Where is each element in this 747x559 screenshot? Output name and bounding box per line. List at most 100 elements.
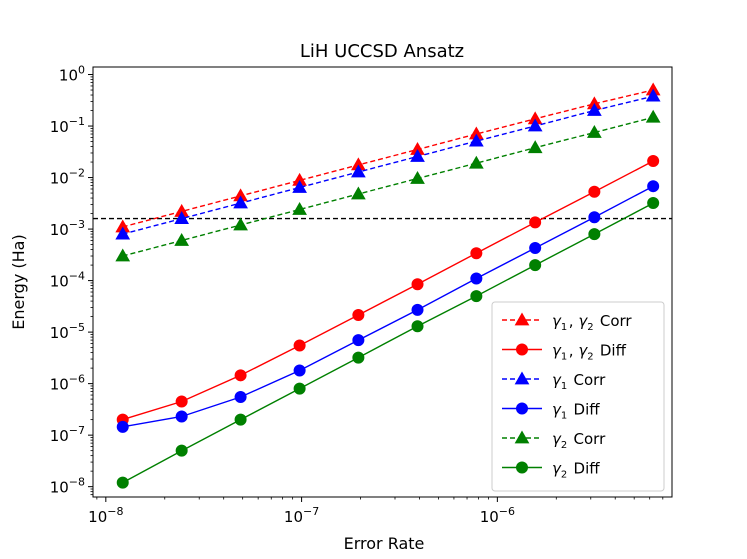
y-tick-base: 10 bbox=[50, 221, 69, 239]
data-point bbox=[529, 259, 542, 272]
legend-symbol: γ bbox=[552, 430, 562, 448]
legend-text: Diff bbox=[569, 401, 600, 419]
data-point bbox=[529, 216, 542, 229]
legend-label: γ2 Corr bbox=[552, 430, 606, 451]
series--1-diff bbox=[116, 180, 660, 433]
legend-subscript: 2 bbox=[587, 352, 593, 363]
data-point bbox=[647, 180, 660, 193]
x-tick-exponent: −8 bbox=[107, 505, 123, 518]
data-point bbox=[588, 228, 601, 241]
legend-marker bbox=[514, 371, 530, 385]
legend-text: , bbox=[569, 342, 579, 360]
data-point bbox=[116, 476, 129, 489]
legend-symbol: γ bbox=[552, 371, 562, 389]
data-point bbox=[234, 391, 247, 404]
series-line bbox=[122, 202, 654, 484]
legend-label: γ1 Corr bbox=[552, 371, 606, 392]
series-line bbox=[122, 160, 654, 421]
legend-text: Corr bbox=[569, 430, 606, 448]
data-point bbox=[588, 211, 601, 224]
legend-symbol: γ bbox=[552, 312, 562, 330]
y-tick-label: 100 bbox=[59, 64, 85, 85]
data-point bbox=[175, 444, 188, 457]
data-point bbox=[527, 140, 543, 154]
data-point bbox=[115, 226, 131, 240]
data-point bbox=[587, 124, 602, 138]
data-point bbox=[234, 369, 247, 382]
data-point bbox=[410, 170, 425, 184]
legend-label: γ1 , γ2 Diff bbox=[552, 342, 627, 363]
data-point bbox=[174, 232, 190, 246]
y-tick-label: 10−7 bbox=[50, 424, 85, 445]
data-point bbox=[116, 420, 129, 433]
y-tick-exponent: −5 bbox=[69, 321, 85, 334]
data-point bbox=[352, 334, 365, 347]
legend-label: γ1 Diff bbox=[552, 401, 600, 422]
series--2-corr bbox=[115, 109, 661, 262]
data-point bbox=[293, 382, 306, 395]
legend-subscript: 2 bbox=[561, 440, 567, 451]
y-tick-exponent: 0 bbox=[78, 64, 85, 77]
x-tick-label: 10−6 bbox=[480, 505, 515, 526]
x-tick-exponent: −7 bbox=[303, 505, 319, 518]
axes: 10−8 10−7 10−610−810−710−610−510−410−310−2… bbox=[50, 64, 664, 526]
y-tick-exponent: −2 bbox=[69, 167, 85, 180]
data-point bbox=[352, 351, 365, 364]
y-tick-label: 10−3 bbox=[50, 218, 85, 239]
y-tick-label: 10−5 bbox=[50, 321, 85, 342]
series--1-corr bbox=[115, 88, 661, 240]
data-point bbox=[410, 149, 425, 162]
x-tick-exponent: −6 bbox=[499, 505, 515, 518]
y-tick-base: 10 bbox=[59, 67, 78, 85]
legend-text: , bbox=[569, 312, 579, 330]
data-point bbox=[292, 201, 307, 215]
data-point bbox=[175, 410, 188, 423]
data-point bbox=[293, 364, 306, 377]
data-point bbox=[529, 241, 542, 254]
data-point bbox=[645, 109, 661, 123]
legend-text: Diff bbox=[569, 460, 600, 478]
data-point bbox=[234, 413, 247, 426]
legend-marker bbox=[516, 402, 528, 415]
data-point bbox=[292, 180, 307, 193]
data-point bbox=[174, 211, 190, 224]
legend-subscript: 1 bbox=[561, 352, 567, 363]
data-point bbox=[233, 217, 248, 231]
data-point bbox=[411, 320, 424, 333]
y-tick-base: 10 bbox=[50, 427, 69, 445]
data-point bbox=[527, 118, 543, 132]
data-point bbox=[468, 155, 484, 169]
data-point bbox=[470, 247, 483, 260]
data-point bbox=[115, 248, 131, 262]
legend-symbol: γ bbox=[552, 460, 562, 478]
series-line bbox=[122, 89, 654, 228]
legend-subscript: 2 bbox=[561, 470, 567, 481]
y-tick-label: 10−4 bbox=[50, 270, 85, 291]
data-point bbox=[470, 290, 483, 303]
y-tick-label: 10−6 bbox=[50, 373, 85, 394]
y-tick-exponent: −3 bbox=[69, 218, 85, 231]
legend-text: Diff bbox=[595, 342, 626, 360]
x-axis-label: Error Rate bbox=[344, 534, 425, 553]
y-tick-exponent: −1 bbox=[69, 115, 85, 128]
y-tick-base: 10 bbox=[50, 273, 69, 291]
legend-label: γ2 Diff bbox=[552, 460, 600, 481]
legend-symbol: γ bbox=[552, 342, 562, 360]
plot-area bbox=[93, 82, 672, 489]
data-point bbox=[647, 154, 660, 167]
legend-marker bbox=[516, 461, 528, 474]
y-tick-label: 10−8 bbox=[50, 476, 85, 497]
legend-symbol: γ bbox=[578, 342, 588, 360]
data-point bbox=[588, 185, 601, 198]
series--2-diff bbox=[116, 197, 660, 489]
data-point bbox=[233, 195, 248, 209]
x-tick-base: 10 bbox=[480, 508, 499, 526]
y-tick-label: 10−2 bbox=[50, 167, 85, 188]
y-tick-base: 10 bbox=[50, 118, 69, 136]
series--1-2-diff bbox=[116, 154, 660, 426]
y-axis-label: Energy (Ha) bbox=[9, 234, 28, 329]
y-tick-exponent: −4 bbox=[69, 270, 85, 283]
series-line bbox=[122, 185, 654, 428]
